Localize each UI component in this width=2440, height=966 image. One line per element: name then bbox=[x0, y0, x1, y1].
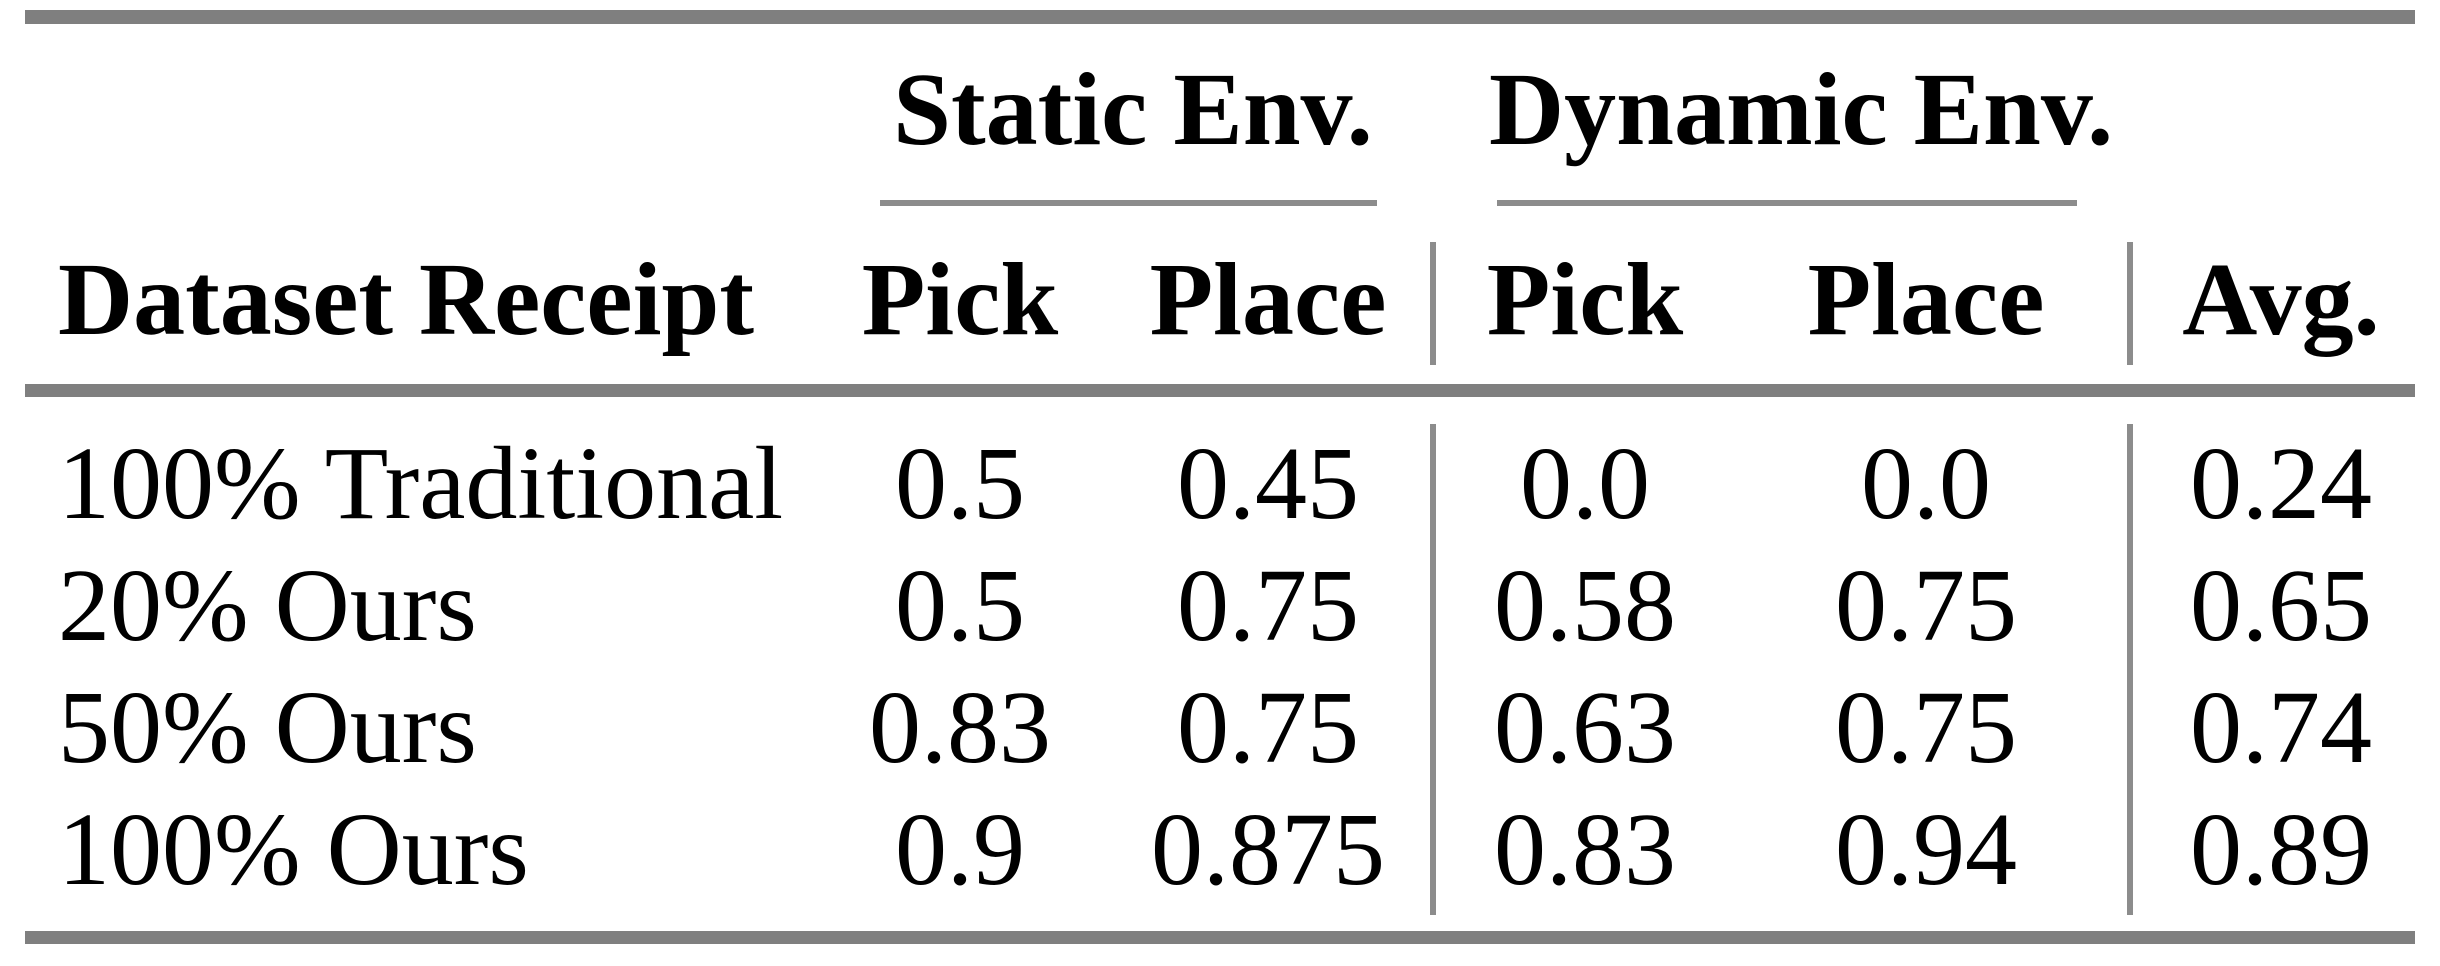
cell-static-place: 0.875 bbox=[1151, 792, 1385, 907]
cell-avg: 0.89 bbox=[2190, 792, 2372, 907]
row-label: 50% Ours bbox=[58, 670, 477, 785]
cell-static-pick: 0.5 bbox=[895, 548, 1025, 663]
cmidrule-dynamic-env bbox=[1497, 200, 2077, 206]
vertical-separator-1-header bbox=[1430, 242, 1436, 365]
row-label: 100% Traditional bbox=[58, 426, 784, 541]
group-header-static-env: Static Env. bbox=[893, 52, 1373, 167]
cell-static-place: 0.75 bbox=[1177, 670, 1359, 785]
cell-avg: 0.74 bbox=[2190, 670, 2372, 785]
cell-dynamic-place: 0.75 bbox=[1835, 548, 2017, 663]
vertical-separator-2-header bbox=[2127, 242, 2133, 365]
table-row: 20% Ours 0.5 0.75 0.58 0.75 0.65 bbox=[0, 545, 2440, 667]
cell-static-place: 0.75 bbox=[1177, 548, 1359, 663]
group-header-dynamic-env: Dynamic Env. bbox=[1489, 52, 2114, 167]
vertical-separator-2-body bbox=[2127, 424, 2133, 915]
cell-dynamic-place: 0.94 bbox=[1835, 792, 2017, 907]
cell-static-pick: 0.9 bbox=[895, 792, 1025, 907]
cell-dynamic-pick: 0.83 bbox=[1494, 792, 1676, 907]
cell-static-pick: 0.5 bbox=[895, 426, 1025, 541]
table-row: 50% Ours 0.83 0.75 0.63 0.75 0.74 bbox=[0, 667, 2440, 789]
cell-dynamic-pick: 0.63 bbox=[1494, 670, 1676, 785]
column-header-dynamic-place: Place bbox=[1807, 242, 2045, 357]
table-row: 100% Traditional 0.5 0.45 0.0 0.0 0.24 bbox=[0, 423, 2440, 545]
cell-static-pick: 0.83 bbox=[869, 670, 1051, 785]
table-row: 100% Ours 0.9 0.875 0.83 0.94 0.89 bbox=[0, 789, 2440, 911]
table-mid-rule bbox=[25, 384, 2415, 397]
row-label: 100% Ours bbox=[58, 792, 529, 907]
cell-dynamic-pick: 0.0 bbox=[1520, 426, 1650, 541]
cell-static-place: 0.45 bbox=[1177, 426, 1359, 541]
table-bottom-rule bbox=[25, 931, 2415, 944]
cell-avg: 0.24 bbox=[2190, 426, 2372, 541]
cmidrule-static-env bbox=[880, 200, 1377, 206]
vertical-separator-1-body bbox=[1430, 424, 1436, 915]
row-label: 20% Ours bbox=[58, 548, 477, 663]
cell-dynamic-place: 0.0 bbox=[1861, 426, 1991, 541]
cell-avg: 0.65 bbox=[2190, 548, 2372, 663]
column-header-static-place: Place bbox=[1149, 242, 1387, 357]
cell-dynamic-pick: 0.58 bbox=[1494, 548, 1676, 663]
column-header-static-pick: Pick bbox=[861, 242, 1059, 357]
table-top-rule bbox=[25, 10, 2415, 24]
column-header-avg: Avg. bbox=[2182, 242, 2380, 357]
column-header-dataset-receipt: Dataset Receipt bbox=[58, 242, 754, 357]
cell-dynamic-place: 0.75 bbox=[1835, 670, 2017, 785]
column-header-dynamic-pick: Pick bbox=[1486, 242, 1684, 357]
